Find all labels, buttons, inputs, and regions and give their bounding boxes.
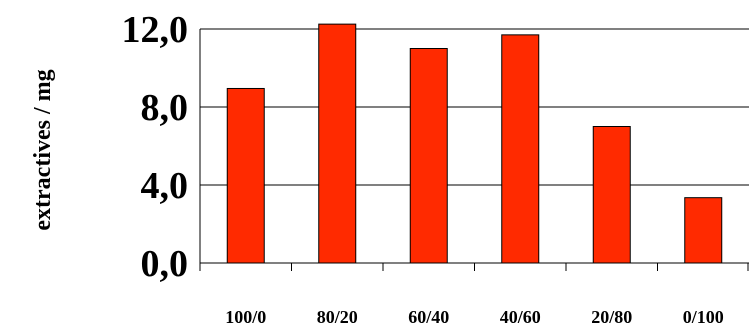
bar — [226, 87, 265, 264]
bar — [318, 23, 357, 264]
bars — [226, 23, 723, 264]
bar — [592, 126, 631, 264]
y-tick-label: 8,0 — [141, 87, 189, 129]
bar — [409, 48, 448, 264]
y-tick-label: 0,0 — [141, 243, 189, 285]
x-tick-marks — [199, 263, 749, 271]
x-tick-label: 40/60 — [500, 307, 541, 327]
x-tick-label: 100/0 — [225, 307, 266, 327]
x-tick-label: 80/20 — [317, 307, 358, 327]
bar — [684, 197, 723, 264]
y-tick-label: 4,0 — [141, 165, 189, 207]
category-labels: 100/0 80/20 60/40 40/60 20/80 0/100 — [225, 307, 724, 327]
bar — [501, 34, 540, 264]
x-tick-label: 20/80 — [591, 307, 632, 327]
y-tick-label: 12,0 — [122, 9, 189, 51]
y-tick-labels: 0,0 4,0 8,0 12,0 — [122, 9, 189, 285]
x-tick-label: 60/40 — [408, 307, 449, 327]
gridlines — [200, 28, 749, 186]
axes — [199, 29, 749, 264]
x-tick-label: 0/100 — [683, 307, 724, 327]
y-axis-title: extractives / mg — [30, 69, 56, 230]
